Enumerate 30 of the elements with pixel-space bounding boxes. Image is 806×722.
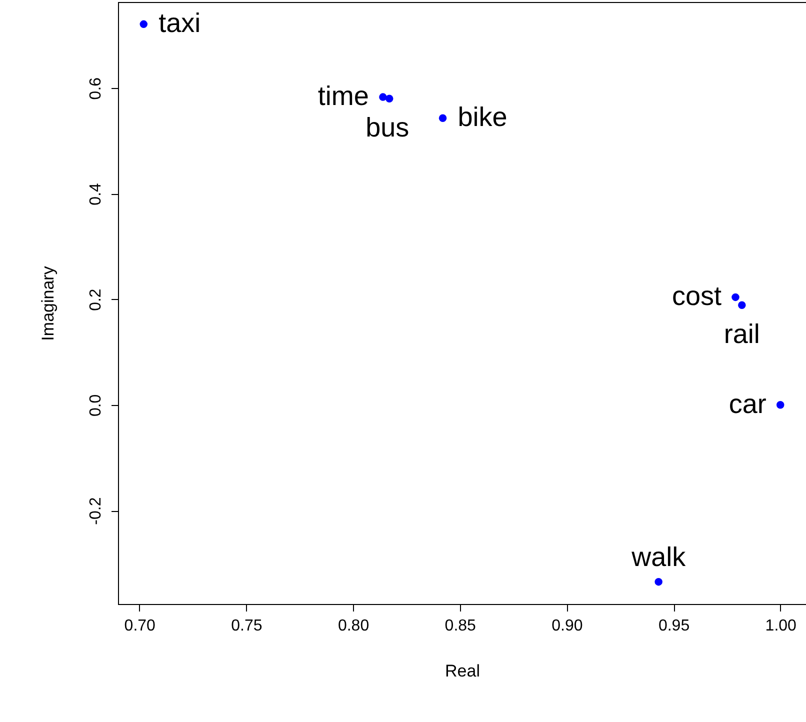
point: [654, 578, 662, 586]
point: [776, 401, 784, 409]
y-tick-label: 0.2: [88, 288, 104, 311]
x-tick-label: 0.85: [444, 618, 476, 634]
x-tick-label: 1.00: [765, 618, 797, 634]
annotation: walk: [630, 542, 686, 572]
y-tick-label: -0.2: [88, 497, 104, 525]
annotation: cost: [672, 281, 722, 312]
y-tick-label: 0.4: [88, 182, 104, 206]
x-axis-title: Real: [445, 662, 480, 680]
x-tick-label: 0.70: [124, 618, 156, 634]
point: [738, 301, 746, 309]
annotation: rail: [724, 319, 760, 350]
annotation: taxi: [158, 8, 201, 38]
annotation: time: [318, 81, 369, 112]
point: [379, 93, 387, 101]
point: [140, 20, 148, 28]
annotation: bus: [366, 112, 410, 143]
point: [385, 94, 394, 102]
x-tick-label: 0.75: [231, 618, 262, 634]
y-axis-title: Imaginary: [38, 266, 58, 341]
annotation: bike: [458, 102, 508, 132]
y-tick-label: 0.6: [88, 77, 104, 100]
point: [732, 293, 740, 302]
x-tick-label: 0.95: [658, 618, 690, 634]
point: [438, 114, 447, 122]
y-tick-label: 0.0: [88, 394, 104, 417]
annotation: car: [728, 388, 766, 419]
x-tick-label: 0.90: [552, 618, 583, 634]
x-tick-label: 0.80: [338, 618, 370, 634]
